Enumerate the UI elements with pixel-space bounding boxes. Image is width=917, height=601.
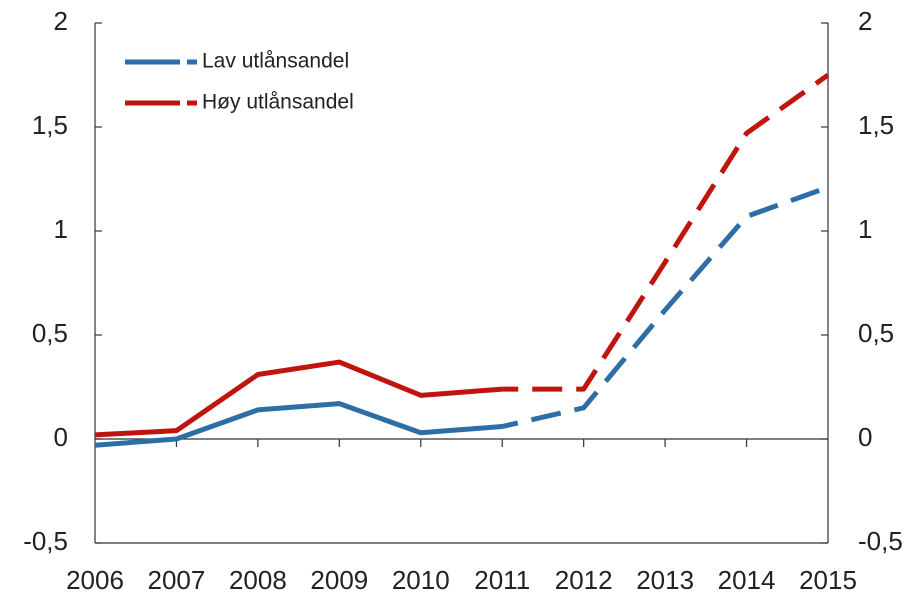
x-tick-label: 2006 (66, 565, 124, 595)
y2-tick-label: 0 (858, 422, 872, 452)
y2-tick-label: 1 (858, 214, 872, 244)
legend-label: Høy utlånsandel (202, 91, 354, 114)
x-tick-label: 2015 (799, 565, 857, 595)
series-line-dashed (501, 184, 829, 429)
x-tick-label: 2013 (636, 565, 694, 595)
x-tick-label: 2014 (718, 565, 776, 595)
legend-label: Lav utlånsandel (202, 50, 349, 73)
x-tick-label: 2008 (229, 565, 287, 595)
y-tick-label: -0,5 (23, 526, 68, 556)
y-tick-label: 0 (54, 422, 68, 452)
y2-tick-label: 2 (858, 6, 872, 36)
x-tick-label: 2012 (555, 565, 613, 595)
y2-tick-label: -0,5 (858, 526, 903, 556)
y-tick-label: 2 (54, 6, 68, 36)
x-tick-label: 2007 (148, 565, 206, 595)
series-line-dashed (502, 72, 830, 392)
y2-tick-label: 1,5 (858, 110, 894, 140)
y-tick-label: 0,5 (32, 318, 68, 348)
x-tick-label: 2011 (474, 565, 530, 595)
series-line (94, 359, 503, 438)
y-tick-label: 1,5 (32, 110, 68, 140)
y-tick-label: 1 (54, 214, 68, 244)
series-line (94, 401, 503, 448)
x-tick-label: 2009 (310, 565, 368, 595)
x-tick-label: 2010 (392, 565, 450, 595)
y2-tick-label: 0,5 (858, 318, 894, 348)
